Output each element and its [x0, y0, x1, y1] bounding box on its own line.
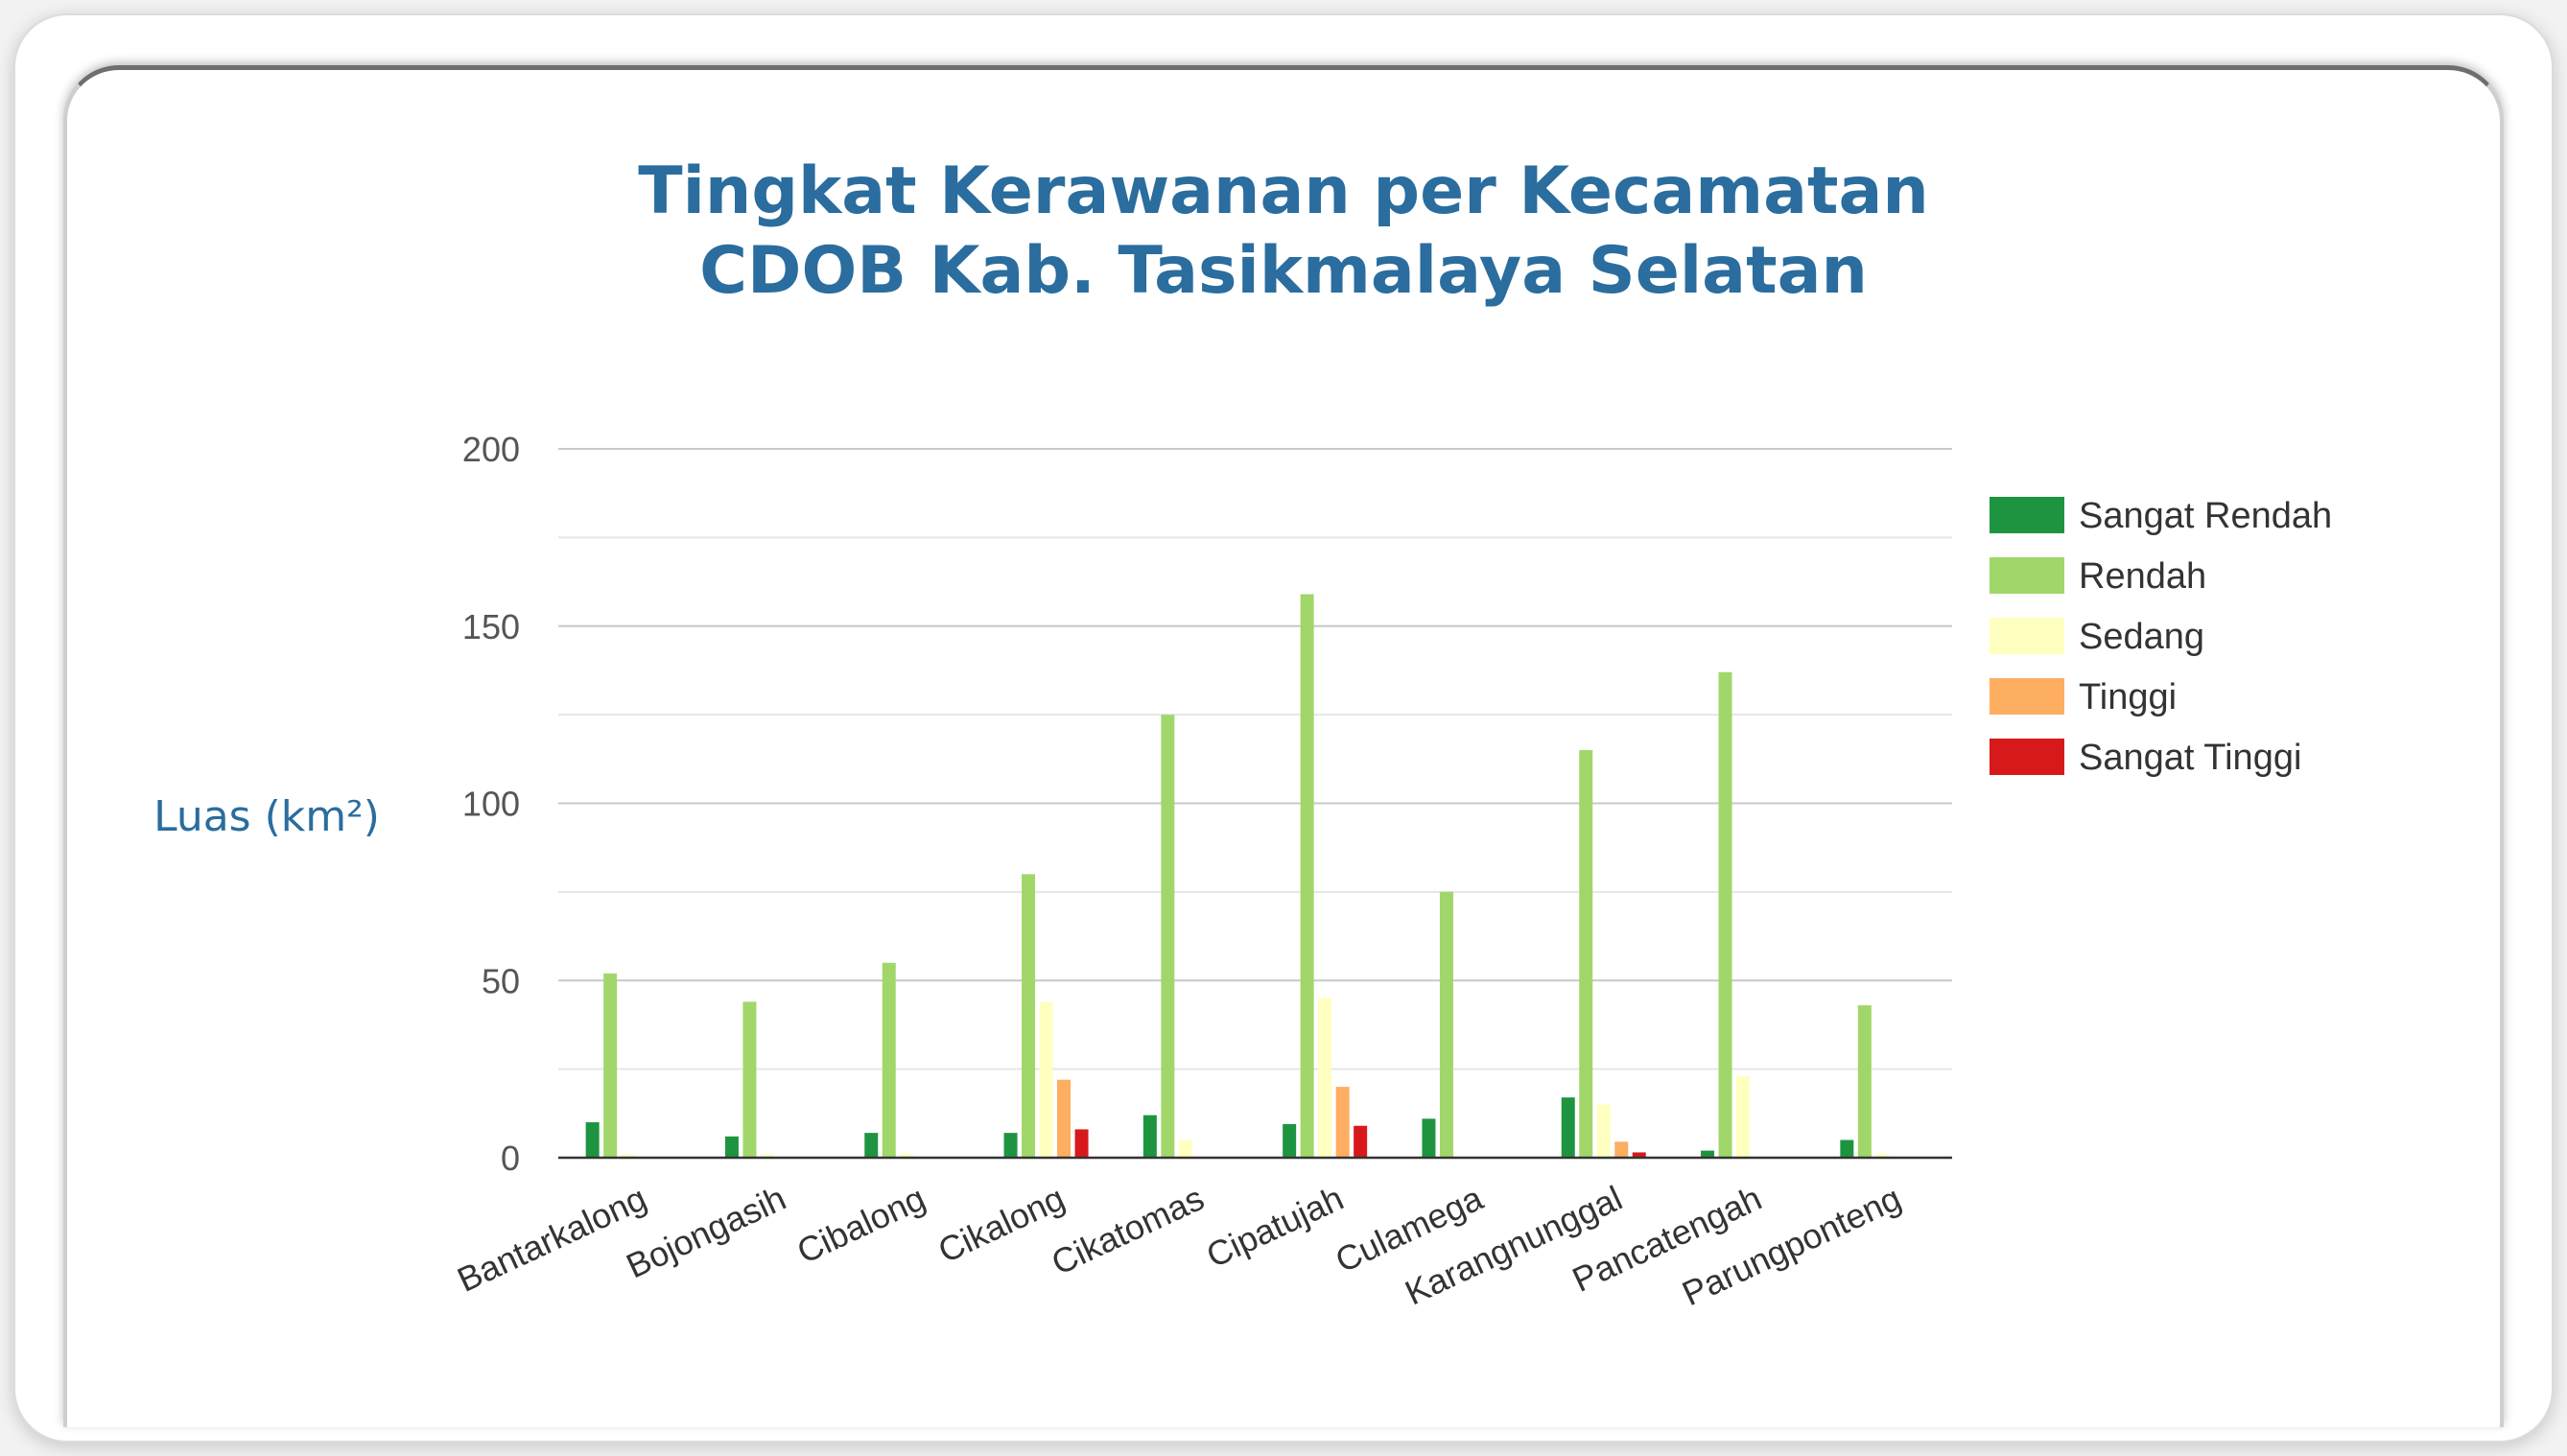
category-label: Bantarkalong: [451, 1178, 652, 1300]
y-tick-label: 150: [462, 607, 520, 646]
bar-sangat-rendah: [1840, 1139, 1854, 1158]
category-label: Cipatujah: [1200, 1178, 1349, 1275]
bar-rendah: [882, 962, 896, 1158]
legend-label: Sedang: [2079, 617, 2204, 657]
bar-sangat-rendah: [864, 1133, 879, 1158]
y-tick-label: 200: [462, 430, 520, 469]
bar-rendah: [1857, 1005, 1872, 1158]
bar-sangat-rendah: [1003, 1133, 1018, 1158]
bar-sedang: [900, 1154, 914, 1158]
chart-card: [63, 65, 2504, 1427]
legend-label: Tinggi: [2079, 677, 2177, 717]
category-label: Bojongasih: [621, 1178, 792, 1285]
bar-rendah: [1439, 891, 1453, 1158]
legend-swatch: [1990, 739, 2064, 775]
bars: [585, 594, 1890, 1158]
legend-label: Sangat Rendah: [2079, 496, 2332, 536]
bar-sangat-rendah: [1701, 1150, 1715, 1158]
legend-label: Rendah: [2079, 556, 2206, 597]
bar-sedang: [1875, 1154, 1890, 1158]
bar-tinggi: [1614, 1141, 1629, 1158]
bar-sangat-tinggi: [1354, 1125, 1368, 1158]
bar-sangat-rendah: [724, 1136, 739, 1158]
bar-rendah: [742, 1001, 757, 1158]
bar-sedang: [1039, 1001, 1053, 1158]
y-tick-label: 50: [482, 961, 520, 1000]
y-tick-label: 100: [462, 785, 520, 824]
bar-sangat-rendah: [585, 1122, 600, 1158]
chart-title-line-2: CDOB Kab. Tasikmalaya Selatan: [699, 233, 1868, 309]
bar-sangat-rendah: [1283, 1123, 1297, 1158]
bar-sedang: [1178, 1139, 1192, 1158]
category-label: Cikatomas: [1046, 1178, 1210, 1282]
bar-sedang: [621, 1154, 635, 1158]
bar-sangat-tinggi: [1074, 1129, 1089, 1158]
bar-rendah: [1579, 750, 1593, 1158]
bar-sangat-rendah: [1422, 1118, 1436, 1158]
legend: Sangat Rendah Rendah Sedang Tinggi Sangat Ti…: [1990, 496, 2332, 778]
grid-lines: [558, 448, 1952, 1070]
bar-tinggi: [1335, 1087, 1350, 1158]
legend-swatch: [1990, 497, 2064, 533]
bar-sedang: [1596, 1104, 1611, 1158]
legend-swatch: [1990, 678, 2064, 715]
bar-sedang: [1736, 1076, 1751, 1158]
bar-tinggi: [1057, 1079, 1072, 1158]
bar-sedang: [1318, 998, 1332, 1158]
bar-rendah: [603, 973, 618, 1158]
legend-swatch: [1990, 618, 2064, 654]
bar-rendah: [1300, 594, 1314, 1158]
y-tick-label: 0: [501, 1139, 520, 1178]
bar-rendah: [1022, 874, 1036, 1158]
bar-rendah: [1718, 671, 1732, 1158]
bar-rendah: [1161, 715, 1175, 1158]
chart-title-line-1: Tingkat Kerawanan per Kecamatan: [638, 153, 1929, 229]
bar-sangat-tinggi: [1632, 1152, 1646, 1158]
bar-sangat-rendah: [1561, 1097, 1575, 1158]
y-axis-label: Luas (km²): [153, 792, 380, 841]
bar-sedang: [760, 1154, 774, 1158]
legend-label: Sangat Tinggi: [2079, 738, 2301, 778]
legend-swatch: [1990, 557, 2064, 594]
category-label: Cibalong: [791, 1178, 931, 1271]
bar-sangat-rendah: [1142, 1115, 1157, 1158]
